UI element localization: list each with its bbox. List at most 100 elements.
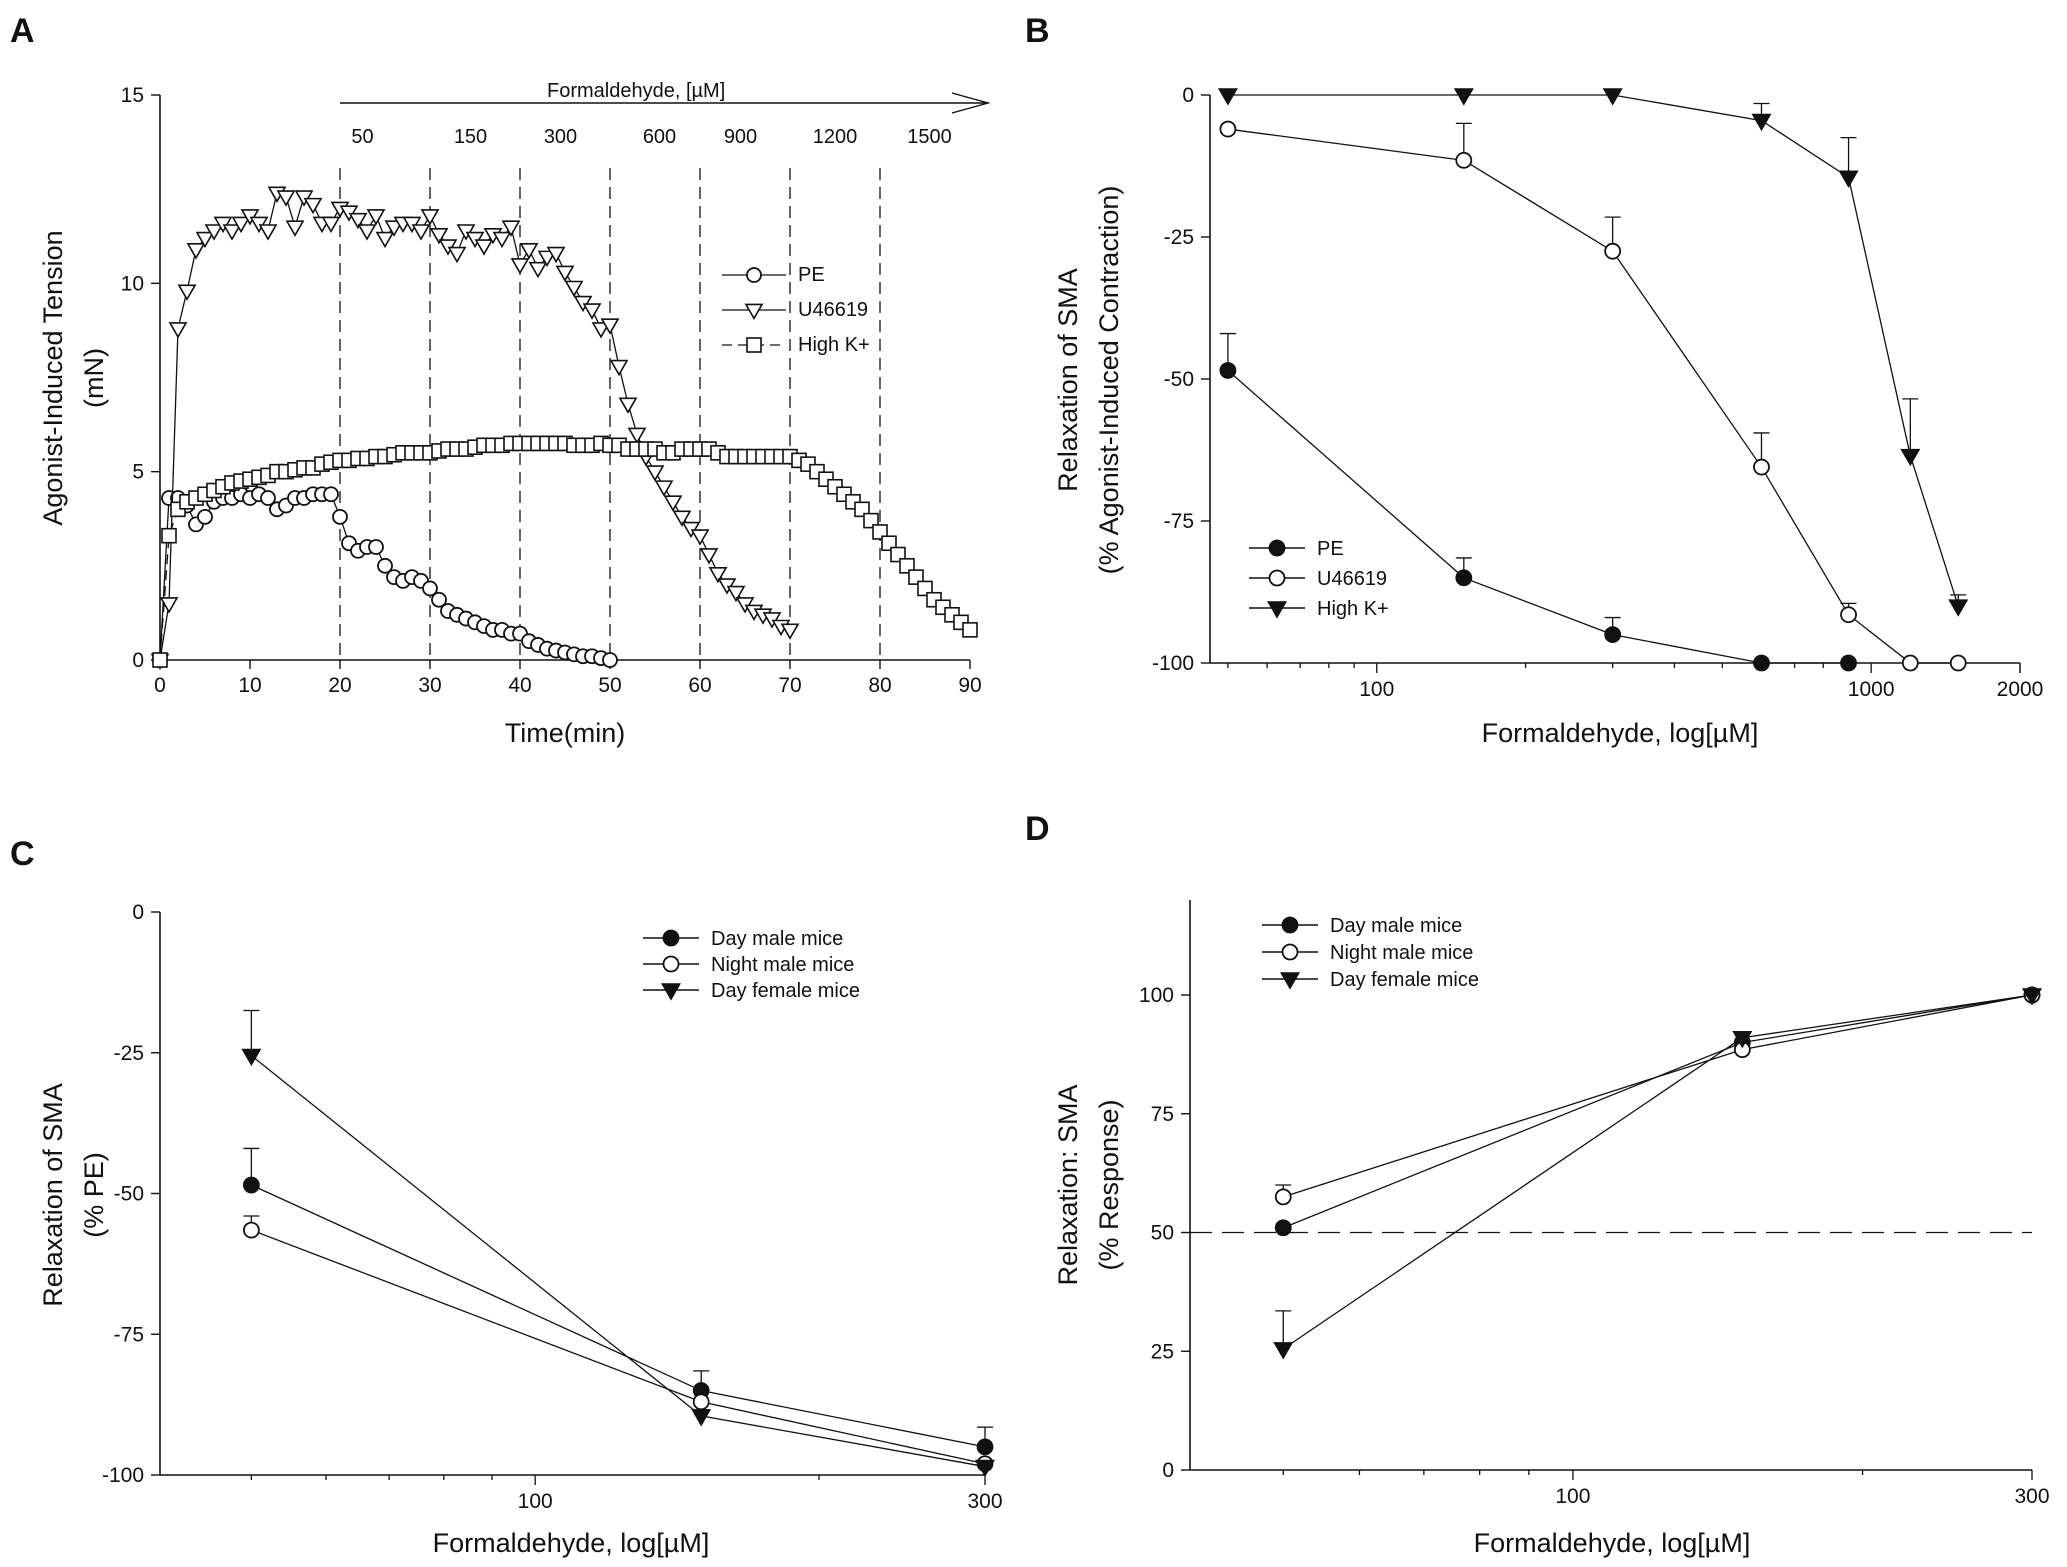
legend-marker: [660, 983, 682, 1001]
y-tick-label: 15: [121, 84, 144, 107]
legend-label: Day female mice: [1330, 969, 1479, 991]
x-tick-label: 100: [1359, 678, 1394, 701]
x-tick-label: 2000: [1997, 678, 2044, 701]
x-tick-label: 20: [328, 674, 351, 697]
data-point: [323, 486, 339, 503]
concentration-label: 600: [643, 126, 676, 148]
y-tick-label: 100: [1139, 984, 1174, 1007]
y-tick-label: 0: [1182, 84, 1194, 107]
y-tick-label: -100: [102, 1464, 144, 1487]
data-point: [168, 322, 188, 339]
y-tick-label: -25: [1164, 226, 1194, 249]
x-tick-label: 1000: [1848, 678, 1895, 701]
data-point: [780, 623, 800, 640]
data-point: [1219, 120, 1237, 138]
legend-label: Night male mice: [1330, 942, 1473, 964]
data-point: [303, 197, 323, 215]
panel-b: 0 -25 -50 -75 -100 100 1000 2000 PE U46619 High K+: [1152, 84, 2043, 701]
data-point: [546, 246, 566, 264]
y-axis-label-units: (% Response): [1094, 1099, 1124, 1270]
legend-marker: [1281, 916, 1299, 934]
panel-letter-a: A: [10, 12, 35, 50]
data-point: [627, 427, 647, 445]
data-point: [1840, 654, 1857, 672]
data-point: [899, 558, 915, 574]
data-point: [377, 557, 393, 574]
y-tick-label: -50: [114, 1183, 144, 1206]
data-point: [726, 585, 746, 603]
data-point: [231, 216, 251, 234]
data-point: [241, 1048, 262, 1067]
series-line: [251, 1229, 986, 1465]
data-point: [602, 652, 618, 668]
y-axis-label: Relaxation of SMA: [1053, 268, 1083, 492]
data-point: [618, 397, 638, 414]
data-point: [159, 597, 179, 614]
panel-c: 0 -25 -50 -75 -100 100 300 Day male mice Night m…: [102, 901, 1003, 1513]
y-tick-label: -75: [114, 1323, 144, 1346]
data-point: [411, 224, 431, 241]
formaldehyde-annotation: Formaldehyde, [µM]: [547, 80, 725, 102]
concentration-label: 150: [454, 126, 487, 148]
x-tick-label: 100: [518, 1490, 553, 1513]
data-point: [260, 490, 276, 506]
series-line: [159, 192, 791, 661]
legend-marker: [746, 267, 762, 283]
arrow-head: [951, 92, 991, 114]
x-tick-label: 50: [598, 674, 621, 697]
data-point: [447, 246, 467, 264]
x-axis-label: Formaldehyde, log[µM]: [1474, 1528, 1751, 1558]
data-point: [321, 216, 341, 234]
data-point: [420, 209, 440, 226]
series-pe: [152, 486, 618, 668]
data-point: [204, 224, 224, 241]
y-tick-label: -50: [1164, 368, 1194, 391]
data-point: [1274, 1188, 1292, 1206]
data-point: [645, 465, 665, 482]
x-tick-label: 70: [778, 674, 801, 697]
y-axis-label-units: (% Agonist-Induced Contraction): [1094, 186, 1124, 575]
legend-label: PE: [798, 264, 825, 286]
legend-label: Day male mice: [711, 928, 843, 950]
data-point: [510, 258, 530, 275]
data-point: [528, 261, 548, 279]
legend-marker: [1268, 569, 1286, 587]
series-day-male-mice: [1274, 986, 2041, 1237]
data-point: [501, 220, 521, 237]
series-day-female-mice: [1273, 988, 2043, 1360]
legend-label: U46619: [798, 299, 868, 321]
legend-label: PE: [1317, 538, 1344, 560]
data-point: [699, 548, 719, 565]
data-point: [1732, 1030, 1753, 1049]
data-point: [555, 265, 575, 283]
y-axis-label: Relaxation of SMA: [38, 1083, 68, 1307]
data-point: [152, 652, 168, 668]
y-tick-label: -75: [1164, 510, 1194, 533]
y-tick-label: 5: [132, 461, 144, 484]
legend-marker: [662, 955, 680, 973]
x-axis-label: Formaldehyde, log[µM]: [433, 1528, 710, 1558]
data-point: [1273, 1342, 1294, 1360]
panel-letter-b: B: [1025, 12, 1050, 50]
data-point: [672, 510, 692, 527]
x-tick-label: 90: [958, 674, 981, 697]
panel-letter-d: D: [1025, 810, 1050, 848]
data-point: [276, 190, 296, 207]
x-tick-label: 100: [1555, 1485, 1590, 1508]
y-axis-label-units: (% PE): [79, 1152, 109, 1238]
data-point: [431, 591, 447, 608]
data-point: [242, 1176, 260, 1194]
series-u46619: [1219, 120, 1967, 672]
data-point: [519, 243, 539, 260]
legend-marker: [662, 929, 680, 947]
series-night-male-mice: [242, 1215, 994, 1473]
series-line: [1283, 994, 2033, 1229]
x-tick-label: 40: [508, 674, 531, 697]
y-tick-label: -100: [1152, 652, 1194, 675]
series-u46619: [150, 186, 800, 671]
legend-marker: [744, 303, 764, 321]
data-point: [537, 250, 557, 267]
data-point: [609, 359, 629, 377]
